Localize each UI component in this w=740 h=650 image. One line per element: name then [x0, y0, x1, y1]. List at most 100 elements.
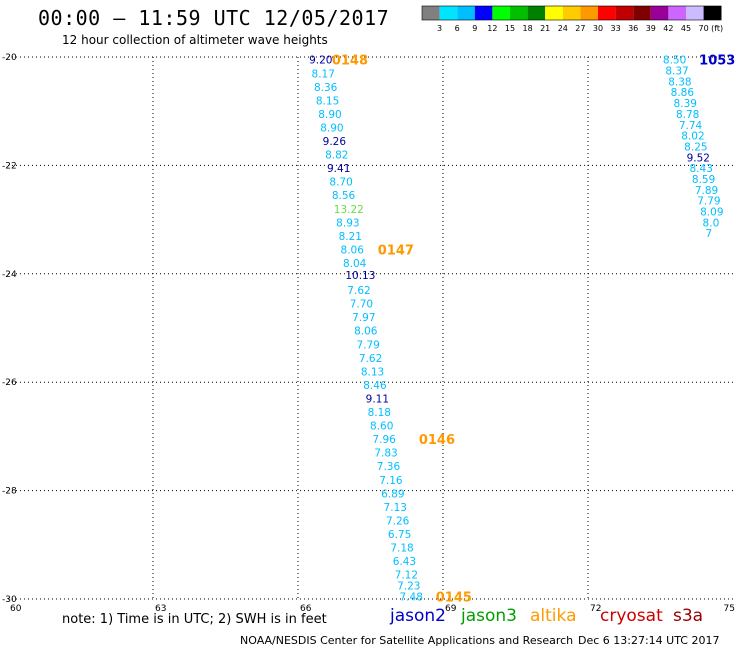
swh-point: 8.59	[692, 174, 715, 186]
grid-lines	[8, 56, 733, 600]
colorbar-label: 21	[540, 24, 550, 33]
swh-point: 7.83	[374, 448, 397, 460]
swh-point: 7.13	[384, 502, 407, 514]
legend-cryosat: cryosat	[600, 606, 663, 626]
swh-point: 8.43	[690, 163, 713, 175]
swh-point: 8.04	[343, 258, 367, 270]
x-tick-label: 63	[155, 604, 166, 614]
colorbar-swatch	[474, 6, 493, 20]
chart-subtitle: 12 hour collection of altimeter wave hei…	[62, 33, 328, 47]
swh-point: 9.26	[323, 136, 347, 148]
y-tick-label: -26	[2, 378, 17, 388]
footer-note: note: 1) Time is in UTC; 2) SWH is in fe…	[62, 612, 327, 627]
swh-point: 8.18	[368, 407, 391, 419]
swh-point: 7.79	[356, 339, 379, 351]
swh-point: 7.23	[397, 580, 420, 592]
colorbar-label: 36	[628, 24, 638, 33]
swh-point: 7.62	[359, 353, 382, 365]
legend-s3a: s3a	[673, 606, 704, 626]
legend-jason3: jason3	[461, 606, 517, 626]
colorbar-swatch	[562, 6, 581, 20]
colorbar-label: 33	[611, 24, 621, 33]
colorbar-label: 9	[472, 24, 477, 33]
colorbar-swatch	[580, 6, 598, 20]
swh-point: 7.96	[372, 434, 396, 446]
colorbar-label: 12	[487, 24, 497, 33]
time-label: 0148	[332, 54, 368, 69]
colorbar-swatch	[510, 6, 528, 20]
colorbar-swatch	[492, 6, 510, 20]
swh-point: 8.56	[332, 190, 356, 202]
swh-point: 8.37	[665, 66, 688, 78]
colorbar-label: 45	[681, 24, 691, 33]
swh-point: 7.74	[679, 120, 703, 132]
swh-point: 8.78	[676, 109, 699, 121]
time-label: 0146	[419, 433, 455, 448]
swh-point: 8.93	[336, 217, 359, 229]
colorbar-label: 18	[523, 24, 533, 33]
x-tick-label: 75	[724, 604, 735, 614]
y-tick-label: -28	[2, 487, 17, 497]
colorbar-swatch	[650, 6, 669, 20]
swh-point: 8.21	[339, 231, 362, 243]
colorbar-label: 24	[558, 24, 568, 33]
colorbar-swatch	[633, 6, 651, 20]
colorbar-label: 30	[593, 24, 603, 33]
swh-point: 7.18	[390, 543, 413, 555]
time-labels: 0148 0147 0146 0145 1053	[332, 54, 736, 606]
y-tick-label: -20	[2, 53, 17, 63]
colorbar-swatch	[457, 6, 475, 20]
swh-point: 6.89	[381, 488, 404, 500]
colorbar-swatch	[686, 6, 704, 20]
x-tick-label: 72	[590, 604, 601, 614]
swh-point: 7.70	[350, 299, 373, 311]
colorbar-unit: (ft)	[711, 24, 723, 33]
swh-point: 7.16	[379, 475, 403, 487]
swh-point: 9.20	[309, 55, 332, 67]
swh-point: 7.79	[697, 196, 720, 208]
colorbar-label: 3	[437, 24, 442, 33]
axis-tick-labels: 60 63 66 69 72 75 -20 -22 -24 -26 -28 -30	[2, 53, 735, 614]
swh-point: 8.06	[354, 326, 378, 338]
swh-point: 8.15	[316, 95, 339, 107]
swh-point: 6.43	[393, 556, 416, 568]
swh-point: 8.13	[361, 366, 384, 378]
colorbar-label: 15	[505, 24, 515, 33]
colorbar-frame	[421, 5, 722, 21]
colorbar-swatch	[703, 6, 722, 20]
time-label: 0145	[436, 590, 472, 605]
swh-point: 7.48	[400, 591, 423, 603]
y-tick-label: -24	[2, 270, 17, 280]
swh-point: 9.41	[327, 163, 350, 175]
colorbar-swatch	[439, 6, 458, 20]
swh-point: 8.46	[363, 380, 387, 392]
colorbar-label: 42	[663, 24, 673, 33]
time-label: 1053	[699, 54, 735, 69]
colorbar-swatch	[615, 6, 634, 20]
swh-point: 8.17	[312, 68, 335, 80]
legend-jason2: jason2	[390, 606, 446, 626]
swh-point: 8.90	[318, 109, 341, 121]
swh-point: 8.25	[684, 141, 707, 153]
colorbar-swatch	[598, 6, 616, 20]
legend-altika: altika	[530, 606, 577, 626]
timestamp-text: Dec 6 13:27:14 UTC 2017	[578, 634, 720, 647]
credit-text: NOAA/NESDIS Center for Satellite Applica…	[240, 634, 574, 647]
swh-point: 7	[705, 228, 712, 240]
swh-point: 8.06	[341, 244, 365, 256]
colorbar-swatch	[545, 6, 563, 20]
x-tick-label: 69	[445, 604, 457, 614]
swh-point: 8.0	[703, 217, 720, 229]
swh-point: 7.26	[386, 515, 410, 527]
x-tick-label: 60	[10, 604, 22, 614]
x-tick-label: 66	[300, 604, 312, 614]
swh-point: 8.50	[663, 55, 686, 67]
swh-point: 8.82	[325, 150, 348, 162]
colorbar-label: 39	[646, 24, 656, 33]
swh-point: 8.86	[671, 87, 695, 99]
colorbar-label: 27	[575, 24, 585, 33]
swh-point: 13.22	[334, 204, 364, 216]
swh-point: 8.02	[681, 131, 704, 143]
swh-point: 9.11	[366, 393, 389, 405]
swh-point: 8.60	[370, 421, 393, 433]
